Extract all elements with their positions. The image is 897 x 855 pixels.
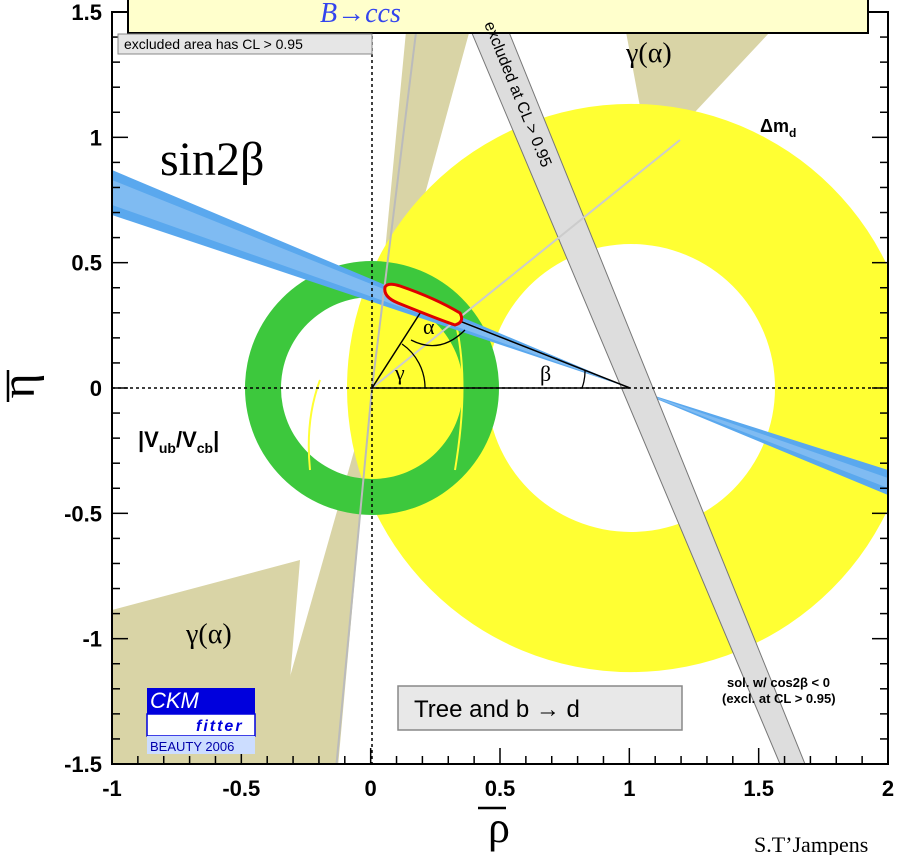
header-text: B→ccs (320, 0, 401, 29)
logo-top (147, 688, 255, 714)
gamma-line-3 (371, 139, 681, 389)
x-tick-label: 1.5 (743, 776, 774, 801)
sol-note-line2: (excl. at CL > 0.95) (722, 691, 836, 706)
gamma-line-2 (335, 387, 373, 764)
author: S.T’Jampens (754, 832, 868, 855)
vub-main: |V (138, 427, 159, 452)
label-vub-vcb: |Vub/Vcb| (138, 427, 219, 456)
sin2beta-wedge-inner (112, 180, 888, 488)
tree-box (397, 685, 683, 731)
gamma-arc (401, 343, 426, 389)
sol-note-line1: sol. w/ cos2β < 0 (727, 675, 830, 690)
vub-sub2: cb (197, 440, 213, 456)
label-gamma: γ (394, 360, 405, 385)
alpha-arc (410, 329, 466, 347)
x-tick-label: -1 (102, 776, 122, 801)
label-sin2beta: sin2β (160, 133, 264, 186)
tree-box-label: Tree and b → d (414, 696, 580, 723)
logo-bottom (147, 736, 255, 754)
apex-contour (383, 282, 464, 327)
x-tick-label: -0.5 (222, 776, 260, 801)
x-axis-title: ρ (488, 803, 510, 852)
x-tick-label: 0 (365, 776, 377, 801)
sin2beta-wedge (112, 170, 888, 495)
label-dmd: Δmd (760, 116, 796, 140)
y-tick-label: -0.5 (64, 501, 102, 526)
gamma-alpha-cone-upper (372, 12, 475, 388)
header-box (127, 0, 869, 34)
label-dmd-sub: d (789, 126, 796, 140)
y-axis-ticks: -1.5 -1 -0.5 0 0.5 1 1.5 (64, 0, 888, 777)
logo-line2: fitter (196, 718, 244, 735)
x-tick-label: 1 (623, 776, 635, 801)
gamma-line-1 (371, 12, 420, 389)
label-beta: β (540, 361, 551, 386)
dmd-annulus (347, 104, 888, 672)
y-tick-label: -1 (82, 627, 102, 652)
beta-arc (581, 369, 586, 389)
vub-slash: /V (176, 427, 197, 452)
label-alpha: α (423, 314, 435, 339)
logo-line1: CKM (150, 688, 200, 713)
excluded-note-box (117, 33, 373, 55)
y-tick-label: 0 (90, 376, 102, 401)
label-gamma-alpha-top: γ(α) (625, 38, 672, 69)
y-tick-label: 0.5 (71, 251, 102, 276)
y-tick-label: 1 (90, 125, 102, 150)
x-tick-label: 2 (882, 776, 894, 801)
y-tick-label: -1.5 (64, 752, 102, 777)
vub-end: | (213, 427, 219, 452)
logo-line3: BEAUTY 2006 (150, 739, 234, 754)
excluded-note: excluded area has CL > 0.95 (124, 36, 303, 52)
label-gamma-alpha-bottom: γ(α) (185, 619, 232, 650)
vub-sub1: ub (159, 440, 176, 456)
x-tick-label: 0.5 (485, 776, 516, 801)
unitarity-triangle (370, 306, 631, 389)
label-dmd-main: Δm (760, 116, 789, 136)
y-tick-label: 1.5 (71, 0, 102, 25)
